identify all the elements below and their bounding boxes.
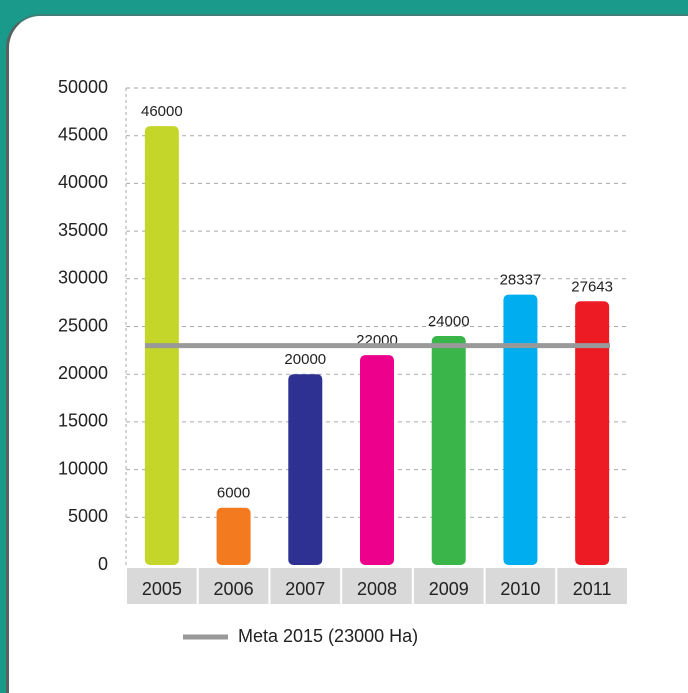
x-tick-label: 2006: [214, 579, 254, 599]
x-tick-label: 2009: [429, 579, 469, 599]
bar: [431, 336, 466, 565]
x-tick-label: 2005: [142, 579, 182, 599]
x-tick-label: 2010: [500, 579, 540, 599]
value-label: 6000: [217, 485, 250, 502]
bar: [360, 355, 394, 565]
bar: [216, 507, 251, 565]
y-tick-label: 20000: [58, 363, 108, 383]
category-cell: [198, 568, 269, 604]
bar: [503, 294, 538, 565]
y-tick-label: 25000: [58, 315, 108, 335]
legend-label: Meta 2015 (23000 Ha): [238, 626, 418, 646]
y-tick-label: 15000: [58, 411, 108, 431]
y-tick-label: 10000: [58, 458, 108, 478]
bar: [288, 374, 323, 565]
value-label: 24000: [428, 313, 470, 330]
y-tick-label: 50000: [58, 77, 108, 97]
value-label: 27643: [571, 278, 613, 295]
bar: [575, 301, 610, 565]
y-tick-label: 5000: [68, 506, 108, 526]
category-cell: [413, 568, 484, 604]
y-tick-label: 35000: [58, 220, 108, 240]
category-cell: [127, 568, 197, 604]
category-cell: [270, 568, 341, 604]
y-tick-label: 30000: [58, 268, 108, 288]
category-cell: [557, 568, 627, 604]
x-tick-label: 2011: [573, 579, 612, 599]
category-cell: [342, 568, 412, 604]
y-tick-label: 0: [98, 554, 108, 574]
value-label: 28337: [500, 272, 542, 289]
y-tick-label: 45000: [58, 124, 108, 144]
x-tick-label: 2007: [285, 579, 325, 599]
category-cell: [485, 568, 556, 604]
value-label: 46000: [141, 103, 183, 120]
value-label: 20000: [284, 351, 326, 368]
y-tick-label: 40000: [58, 172, 108, 192]
x-tick-label: 2008: [357, 579, 397, 599]
